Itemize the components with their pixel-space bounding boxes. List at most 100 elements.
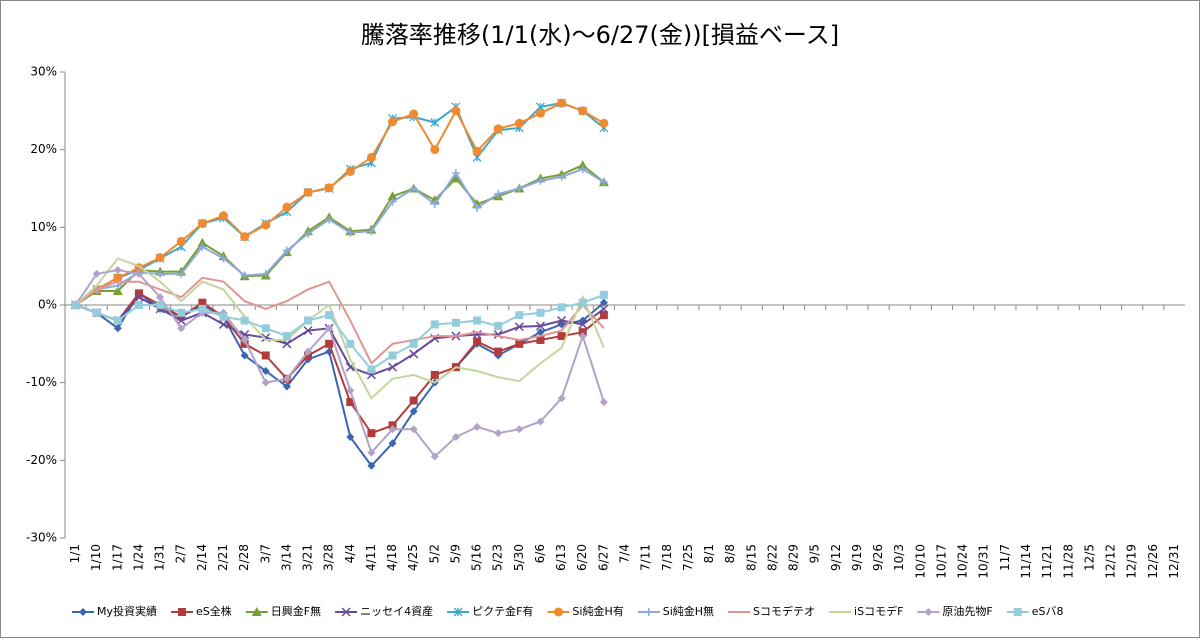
- marker: [557, 172, 566, 181]
- marker: [451, 318, 460, 327]
- marker: [409, 407, 418, 416]
- marker: [536, 335, 545, 344]
- marker: [219, 254, 228, 263]
- marker: [113, 316, 122, 325]
- marker: [261, 378, 270, 387]
- x-tick-label: 3/28: [322, 544, 336, 571]
- marker: [367, 429, 376, 438]
- marker: [599, 118, 609, 128]
- marker: [240, 232, 250, 242]
- marker: [409, 184, 418, 193]
- marker: [1013, 608, 1022, 616]
- marker: [325, 215, 334, 224]
- x-tick-label: 5/2: [427, 544, 441, 563]
- marker: [430, 200, 439, 209]
- marker: [134, 289, 143, 298]
- chart-title: 騰落率推移(1/1(水)～6/27(金))[損益ベース]: [361, 21, 839, 49]
- x-tick-label: 5/16: [470, 544, 484, 571]
- marker: [261, 269, 270, 278]
- x-tick-label: 4/4: [343, 544, 357, 563]
- y-tick-label: 10%: [30, 220, 57, 234]
- marker: [218, 211, 228, 221]
- marker: [557, 332, 566, 341]
- legend-item: ニッセイ4資産: [335, 605, 433, 618]
- marker: [599, 304, 609, 314]
- x-tick-label: 11/28: [1061, 544, 1075, 579]
- x-tick-label: 12/31: [1167, 544, 1181, 579]
- marker: [176, 236, 186, 246]
- marker: [387, 191, 398, 201]
- marker: [197, 237, 208, 247]
- legend-item: 原油先物F: [917, 604, 993, 618]
- x-tick-label: 5/23: [491, 544, 505, 571]
- marker: [409, 396, 418, 405]
- marker: [494, 429, 503, 438]
- marker: [472, 146, 482, 156]
- marker: [282, 332, 291, 341]
- marker: [557, 394, 566, 403]
- x-tick-label: 2/14: [195, 544, 209, 571]
- x-tick-label: 9/19: [850, 544, 864, 571]
- legend-label: eS全株: [196, 604, 232, 618]
- marker: [367, 461, 376, 470]
- legend-item: 日興金F無: [245, 604, 321, 618]
- x-tick-label: 3/14: [279, 544, 293, 571]
- marker: [535, 321, 546, 331]
- marker: [473, 316, 482, 325]
- marker: [304, 347, 313, 356]
- x-tick-label: 10/17: [934, 544, 948, 579]
- marker: [197, 218, 207, 228]
- marker: [261, 324, 270, 333]
- marker: [388, 425, 397, 434]
- marker: [156, 269, 165, 278]
- marker: [303, 187, 313, 197]
- legend-item: iSコモデF: [829, 604, 903, 618]
- legend-label: Si純金H有: [572, 604, 623, 618]
- marker: [493, 124, 503, 134]
- x-tick-label: 7/18: [660, 544, 674, 571]
- marker: [451, 168, 460, 177]
- marker: [341, 607, 351, 617]
- marker: [453, 607, 463, 617]
- x-tick-label: 1/17: [110, 544, 124, 571]
- x-tick-label: 10/24: [956, 544, 970, 579]
- marker: [473, 422, 482, 431]
- marker: [494, 189, 503, 198]
- marker: [156, 293, 165, 302]
- x-tick-label: 4/18: [385, 544, 399, 571]
- marker: [514, 322, 524, 332]
- legend-label: Si純金H無: [663, 604, 714, 618]
- legend-label: ニッセイ4資産: [360, 605, 433, 618]
- marker: [346, 433, 355, 442]
- marker: [261, 220, 271, 230]
- marker: [409, 339, 418, 348]
- marker: [450, 173, 461, 183]
- marker: [198, 304, 207, 313]
- marker: [599, 298, 608, 307]
- legend-label: iSコモデF: [854, 604, 903, 618]
- marker: [924, 608, 933, 616]
- marker: [198, 242, 207, 251]
- marker: [536, 308, 545, 317]
- marker: [536, 176, 545, 185]
- x-tick-label: 1/1: [68, 544, 82, 563]
- marker: [261, 367, 270, 376]
- marker: [536, 328, 545, 337]
- x-tick-label: 10/31: [977, 544, 991, 579]
- marker: [515, 311, 524, 320]
- series-line: [75, 295, 605, 376]
- marker: [282, 202, 292, 212]
- marker: [644, 608, 653, 616]
- marker: [577, 160, 588, 170]
- marker: [324, 183, 334, 193]
- marker: [388, 439, 397, 448]
- marker: [599, 178, 608, 187]
- x-tick-label: 10/3: [892, 544, 906, 571]
- legend-item: eSバ8: [1006, 605, 1063, 618]
- x-tick-label: 6/13: [554, 544, 568, 571]
- marker: [451, 106, 461, 116]
- marker: [578, 298, 587, 307]
- marker: [282, 339, 292, 349]
- marker: [346, 386, 355, 395]
- series-line: [74, 257, 605, 400]
